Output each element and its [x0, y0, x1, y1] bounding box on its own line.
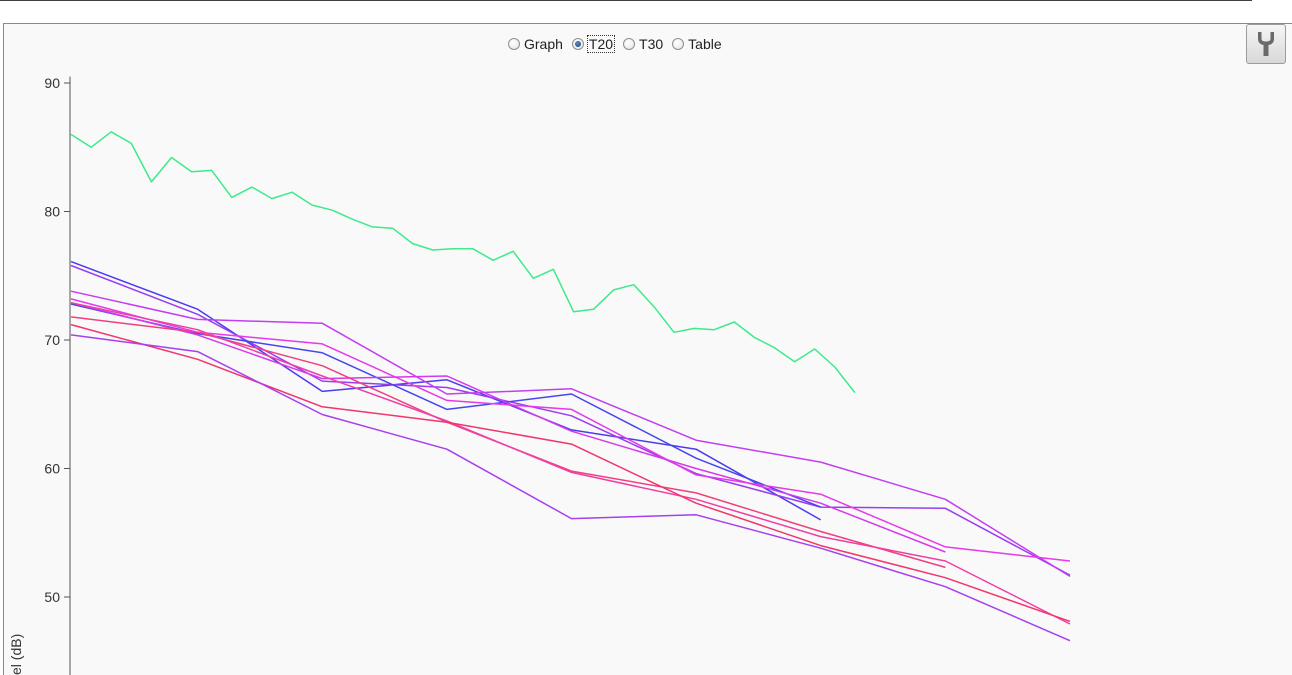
series-line-11 [70, 334, 1071, 642]
series-line-3 [70, 264, 1071, 576]
view-mode-group: Graph T20 T30 Table [508, 34, 731, 54]
mode-t20-radio[interactable] [571, 38, 584, 50]
mode-graph-label[interactable]: Graph [524, 36, 563, 52]
mode-t20-label[interactable]: T20 [586, 35, 616, 53]
mode-table-radio[interactable] [672, 38, 685, 50]
mode-t20-option[interactable]: T20 [571, 35, 616, 53]
top-divider [0, 0, 1252, 1]
series-line-4 [70, 290, 1071, 578]
mode-t30-label[interactable]: T30 [639, 36, 664, 52]
series-line-5 [70, 303, 821, 508]
y-tick-label: 50 [44, 589, 60, 605]
series-line-1 [70, 131, 856, 394]
y-axis-title: el (dB) [8, 634, 24, 675]
y-tick-label: 80 [44, 204, 60, 220]
y-tick-label: 70 [44, 332, 60, 348]
series-line-9 [70, 301, 1071, 625]
mode-graph-option[interactable]: Graph [508, 36, 563, 52]
mode-table-option[interactable]: Table [672, 36, 722, 52]
mode-table-label[interactable]: Table [688, 36, 722, 52]
series-line-6 [70, 298, 1071, 562]
series-layer [70, 131, 1071, 642]
y-axis: 90 80 70 60 50 [44, 75, 71, 675]
series-line-2 [70, 260, 822, 521]
settings-button[interactable] [1246, 24, 1286, 64]
mode-t30-radio[interactable] [623, 38, 636, 50]
mode-t30-option[interactable]: T30 [623, 36, 663, 52]
series-line-7 [70, 301, 946, 553]
series-line-10 [70, 323, 1071, 623]
y-tick-label: 60 [44, 461, 60, 477]
y-tick-label: 90 [44, 75, 60, 91]
chart-panel [3, 23, 1292, 675]
wrench-icon [1258, 32, 1274, 56]
mode-graph-radio[interactable] [508, 38, 520, 50]
